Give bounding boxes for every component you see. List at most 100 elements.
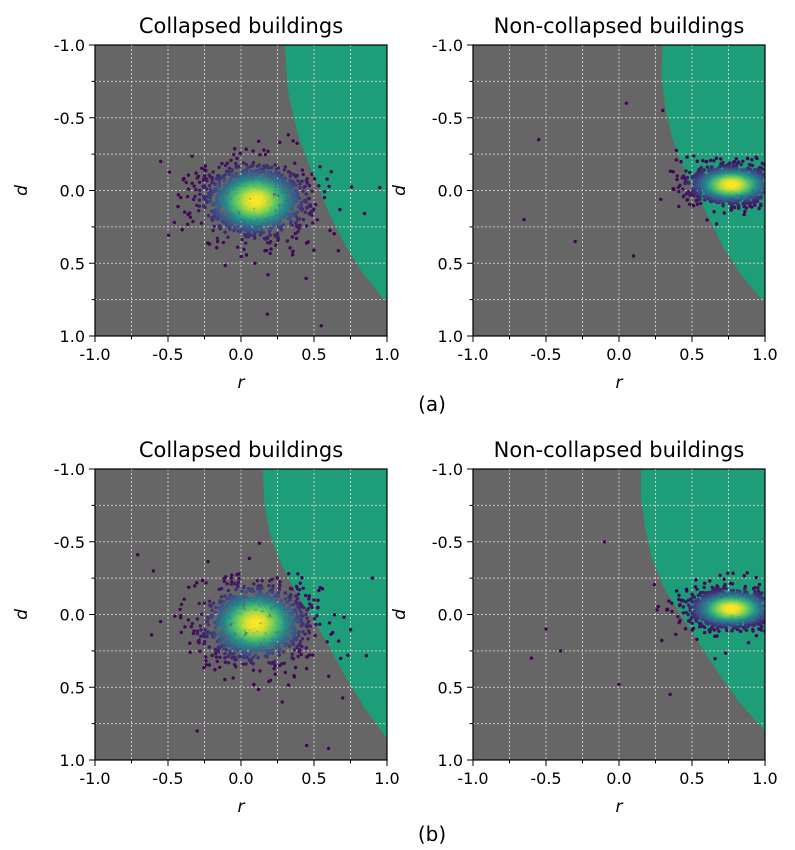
data-point xyxy=(288,246,292,250)
data-point xyxy=(219,586,224,591)
x-tick-label: 1.0 xyxy=(752,345,777,364)
data-point xyxy=(206,623,211,627)
data-point xyxy=(255,198,259,202)
data-point xyxy=(184,180,188,185)
x-tick-label: 0.0 xyxy=(606,345,631,364)
data-point xyxy=(248,226,252,230)
data-point xyxy=(193,584,197,588)
data-point xyxy=(217,184,221,188)
panel-title: Collapsed buildings xyxy=(139,14,343,38)
data-point xyxy=(296,218,300,222)
data-point xyxy=(220,161,224,166)
data-point xyxy=(182,597,186,601)
data-point xyxy=(195,629,200,633)
data-point xyxy=(678,183,682,187)
data-point xyxy=(193,194,197,199)
data-point xyxy=(291,634,295,638)
data-point xyxy=(261,167,266,171)
data-point xyxy=(180,228,184,232)
data-point xyxy=(223,184,228,189)
data-point xyxy=(203,628,207,632)
data-point xyxy=(305,743,309,748)
data-point xyxy=(192,629,196,633)
data-point xyxy=(230,652,234,656)
data-point xyxy=(275,191,280,195)
data-point xyxy=(296,179,300,183)
data-point xyxy=(325,640,329,644)
data-point xyxy=(681,187,685,191)
data-point xyxy=(267,661,271,665)
data-point xyxy=(256,586,260,591)
data-point xyxy=(216,173,221,178)
data-point xyxy=(264,173,268,177)
data-point xyxy=(311,653,315,657)
data-point xyxy=(199,628,203,632)
data-point xyxy=(202,601,207,605)
data-point xyxy=(346,653,350,657)
data-point xyxy=(692,154,696,158)
data-point xyxy=(232,652,236,656)
data-point xyxy=(722,211,726,215)
data-point xyxy=(252,582,256,586)
data-point xyxy=(252,647,256,652)
panel-b-non-collapsed: -1.0 -0.5 0.0 0.5 1.0-1.0-0.50.00.51.0rdNon-… xyxy=(390,438,778,817)
data-point xyxy=(675,174,679,178)
data-point xyxy=(283,670,288,675)
x-tick-label: 0.5 xyxy=(679,345,704,364)
data-point xyxy=(278,210,282,214)
data-point xyxy=(283,165,287,169)
data-point xyxy=(181,178,185,182)
data-point xyxy=(757,627,761,631)
data-point xyxy=(281,650,286,654)
data-point xyxy=(255,578,259,583)
data-point xyxy=(273,672,277,676)
data-point xyxy=(295,613,299,617)
data-point xyxy=(254,220,259,224)
data-point xyxy=(212,635,216,639)
data-point xyxy=(262,148,266,152)
data-point xyxy=(223,656,227,660)
data-point xyxy=(268,579,272,583)
data-point xyxy=(244,241,248,245)
data-point xyxy=(677,189,681,194)
data-point xyxy=(204,581,208,585)
data-point xyxy=(198,188,202,192)
data-point xyxy=(256,584,260,588)
data-point xyxy=(282,168,287,172)
data-point xyxy=(210,175,214,179)
data-point xyxy=(299,618,303,623)
data-point xyxy=(298,581,302,585)
data-point xyxy=(255,164,259,168)
data-point xyxy=(286,133,291,137)
data-point xyxy=(668,692,672,697)
data-point xyxy=(252,589,256,594)
panel-a-non-collapsed: -1.0 -0.5 0.0 0.5 1.0-1.0-0.50.00.51.0rdNon-… xyxy=(390,14,778,393)
data-point xyxy=(186,222,190,226)
data-point xyxy=(221,211,225,216)
data-point xyxy=(717,629,721,633)
data-point xyxy=(215,215,220,220)
data-point xyxy=(149,633,154,637)
data-point xyxy=(207,645,212,649)
data-point xyxy=(688,606,692,610)
data-point xyxy=(558,649,563,653)
data-point xyxy=(204,663,208,667)
data-point xyxy=(229,634,233,638)
data-point xyxy=(288,603,293,607)
data-point xyxy=(224,200,228,204)
data-point xyxy=(301,172,305,177)
data-point xyxy=(210,181,214,185)
data-point xyxy=(258,153,262,157)
data-point xyxy=(670,609,674,614)
data-point xyxy=(723,651,728,655)
data-point xyxy=(219,201,223,206)
data-point xyxy=(211,228,215,233)
data-point xyxy=(296,604,300,609)
data-point xyxy=(204,195,209,199)
data-point xyxy=(283,611,288,615)
data-point xyxy=(267,227,272,231)
data-point xyxy=(244,147,248,151)
data-point xyxy=(304,646,308,650)
data-point xyxy=(219,595,224,599)
data-point xyxy=(218,665,222,669)
